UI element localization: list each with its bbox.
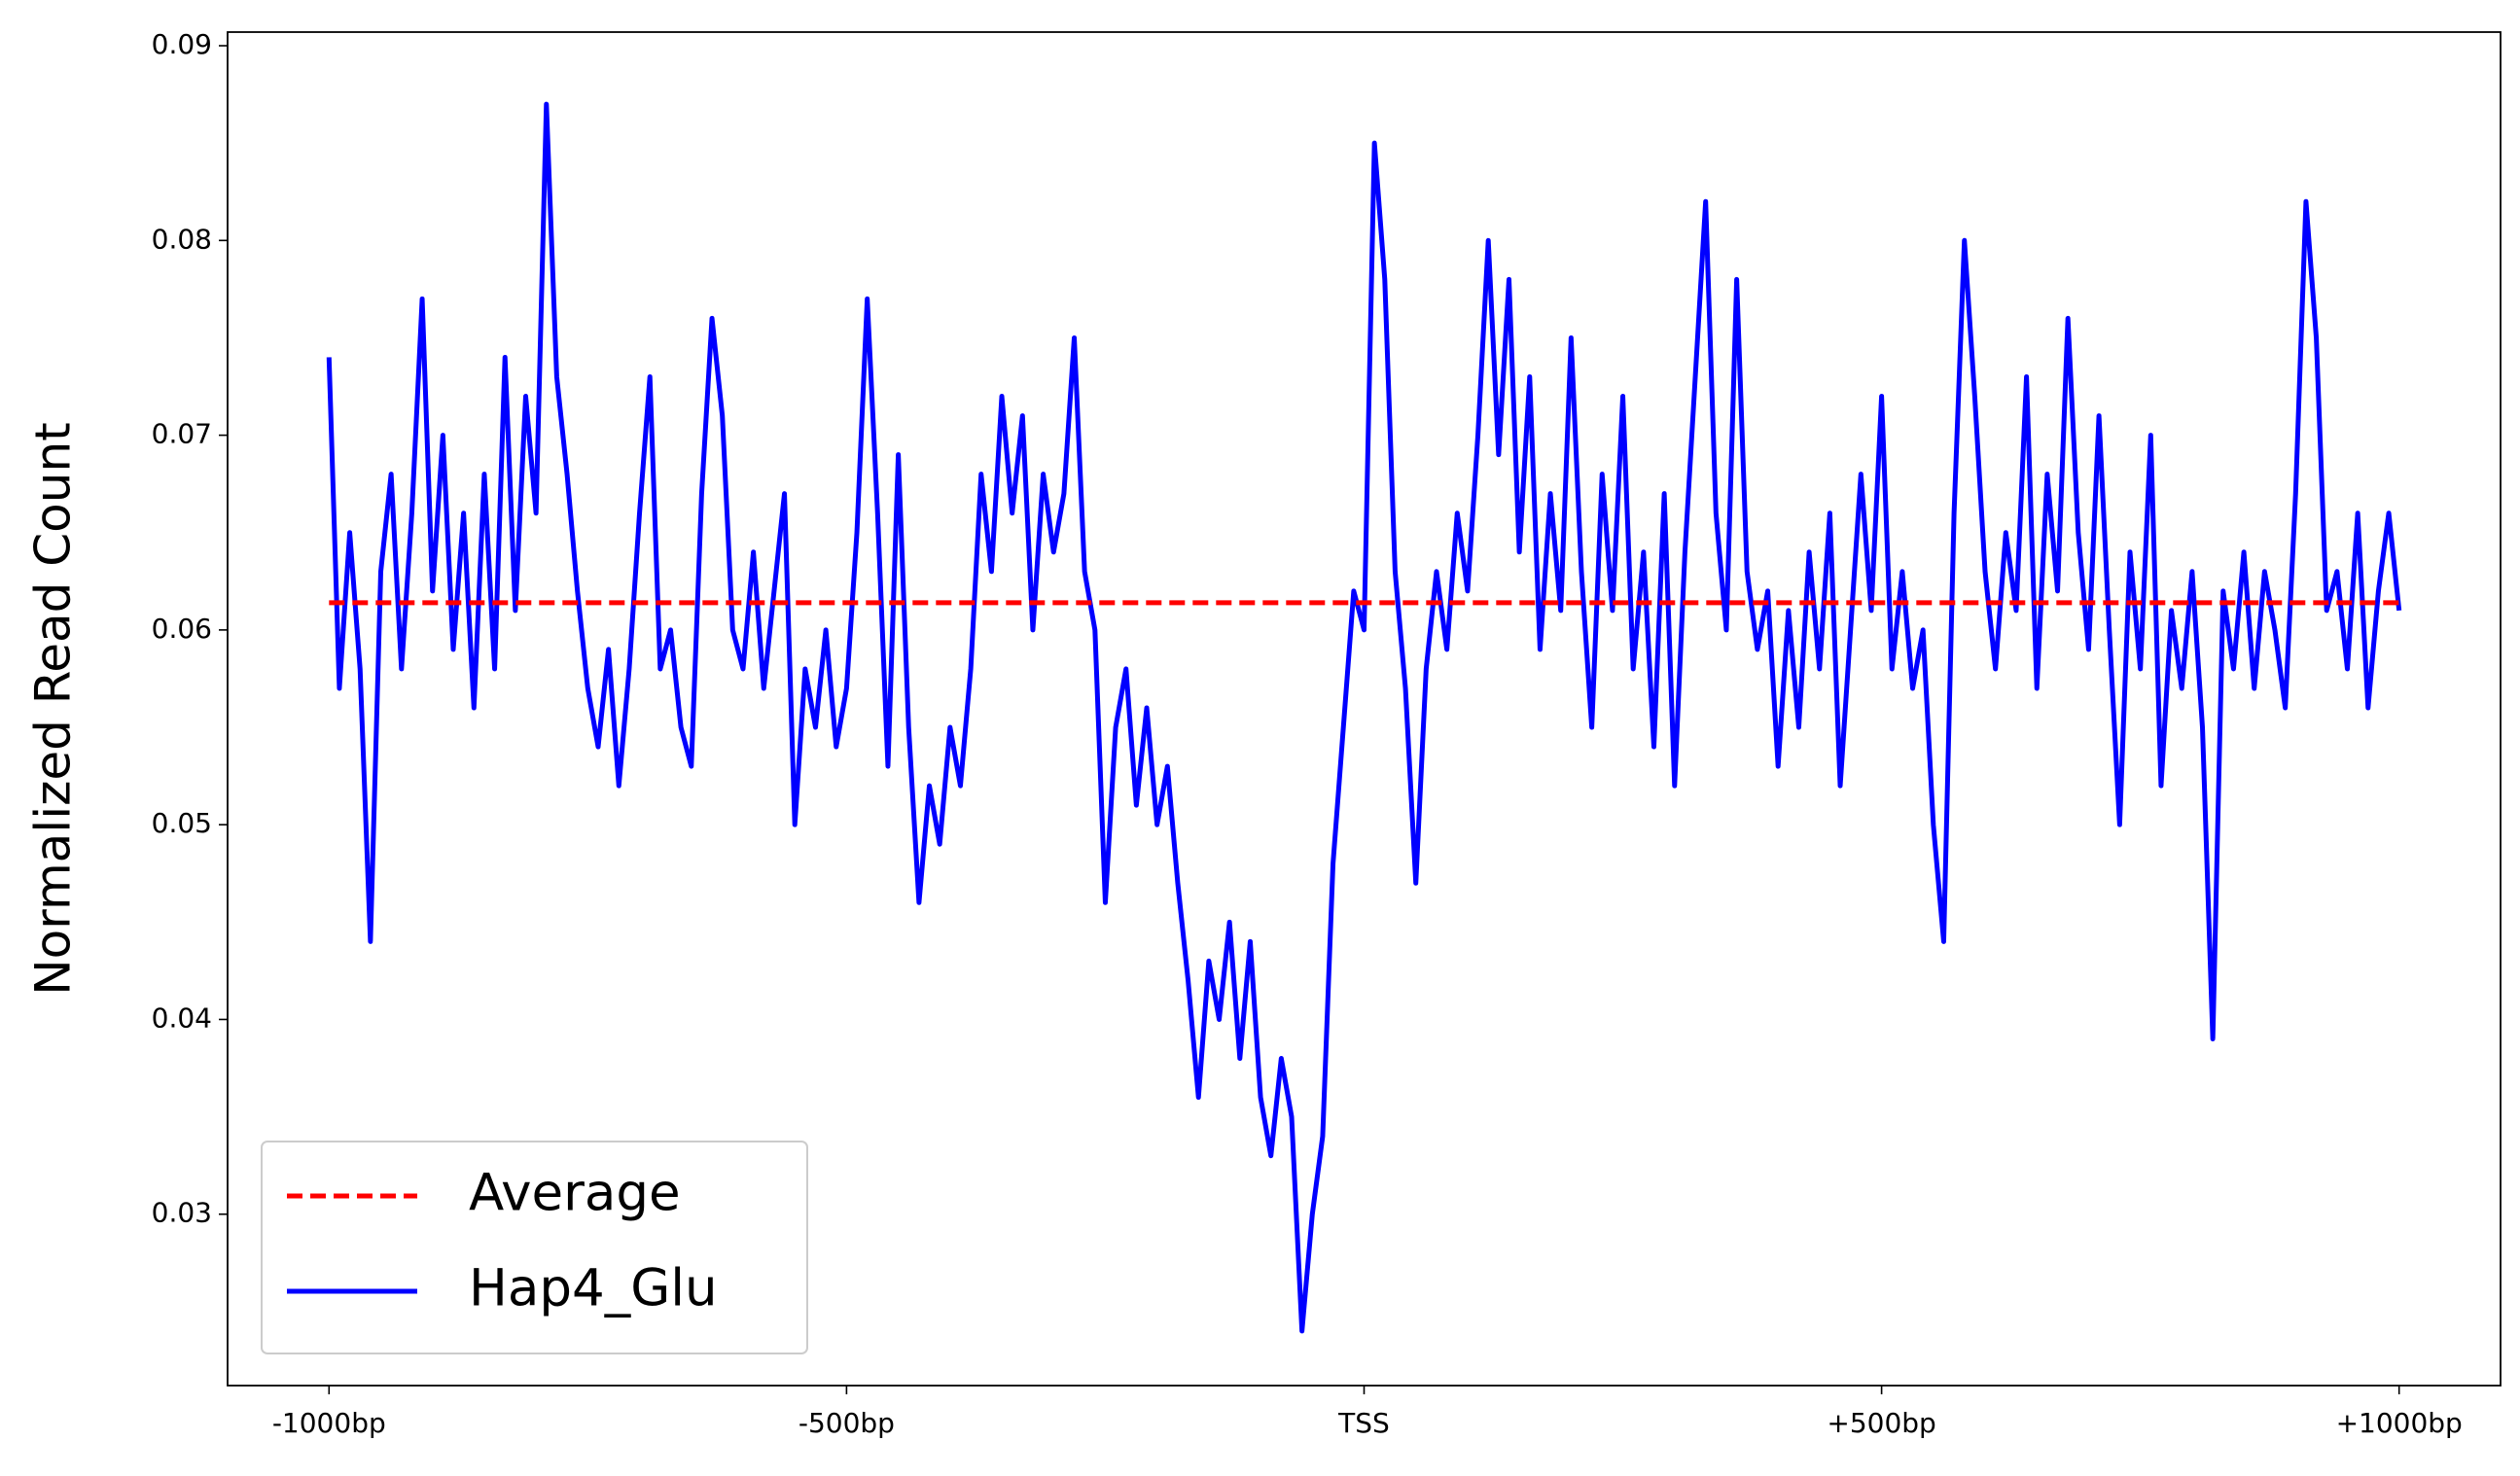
y-tick-label: 0.06 [152, 613, 212, 645]
x-tick-label: TSS [1337, 1407, 1390, 1439]
y-axis-label: Normalized Read Count [25, 422, 82, 995]
y-tick-label: 0.04 [152, 1002, 212, 1034]
legend-label: Hap4_Glu [469, 1259, 718, 1318]
x-tick-label: -1000bp [272, 1407, 386, 1439]
y-tick-label: 0.05 [152, 807, 212, 839]
x-tick-label: -500bp [799, 1407, 895, 1439]
x-tick-label: +500bp [1827, 1407, 1935, 1439]
data-line [326, 101, 2402, 1334]
y-tick-label: 0.07 [152, 418, 212, 450]
legend-label: Average [469, 1164, 681, 1223]
legend-box [261, 1141, 808, 1354]
x-tick-label: +1000bp [2336, 1407, 2463, 1439]
y-tick-label: 0.08 [152, 223, 212, 255]
y-tick-label: 0.09 [152, 28, 212, 60]
legend: Average Hap4_Glu [261, 1141, 808, 1354]
y-tick-label: 0.03 [152, 1197, 212, 1229]
plot-frame [227, 31, 2502, 1387]
